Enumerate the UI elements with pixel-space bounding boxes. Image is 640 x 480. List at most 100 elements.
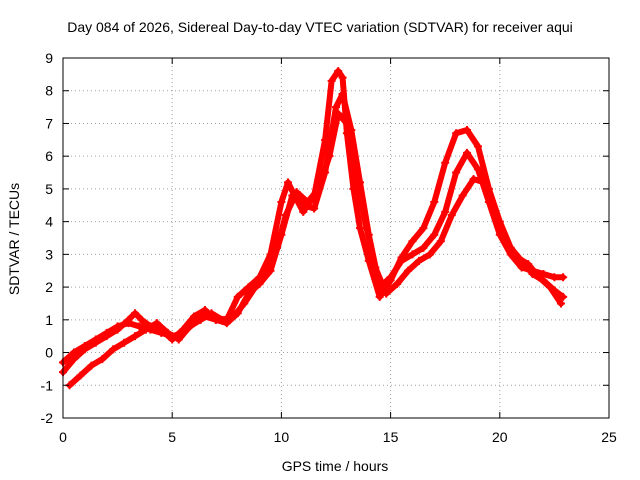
data-point-marker [124,319,133,328]
data-point-marker [524,260,533,269]
data-point-marker [262,270,271,278]
y-tick-label: 8 [45,83,53,99]
y-tick-label: 9 [45,50,53,66]
data-series [59,67,568,390]
data-point-marker [491,207,500,216]
data-point-marker [163,328,172,337]
data-point-marker [473,165,482,174]
y-tick-label: 7 [45,115,53,131]
data-point-marker [425,250,434,259]
x-tick-label: 15 [383,429,399,445]
data-point-marker [277,198,286,206]
data-point-marker [292,188,301,197]
data-point-marker [338,73,347,82]
y-tick-label: 1 [45,312,53,328]
y-tick-label: -1 [41,377,54,393]
data-point-marker [332,103,340,112]
data-point-marker [458,191,467,200]
y-tick-label: 5 [45,181,53,197]
y-tick-label: 3 [45,246,53,262]
data-point-marker [550,273,559,282]
data-point-marker [303,198,312,206]
y-tick-label: 6 [45,148,53,164]
chart-title: Day 084 of 2026, Sidereal Day-to-day VTE… [67,19,573,35]
data-point-marker [207,309,216,318]
data-point-marker [419,243,428,252]
data-point-marker [283,178,292,187]
data-point-marker [452,129,461,138]
data-point-marker [371,263,380,272]
data-point-marker [502,237,511,246]
data-point-marker [334,109,343,118]
data-point-marker [382,289,391,298]
data-point-marker [408,250,417,259]
axis-ticks: 0 5 10 15 20 25 -2 -1 0 1 2 3 4 5 6 7 8 9 [41,50,617,445]
data-point-marker [314,184,323,193]
data-point-marker [141,325,150,334]
data-point-marker [273,243,282,252]
data-point-marker [87,361,96,370]
data-point-marker [342,119,351,128]
data-point-marker [513,253,522,262]
series-line-track-2 [60,91,567,366]
data-point-marker [76,371,85,380]
y-axis-label: SDTVAR / TECUs [6,183,22,295]
data-point-marker [240,299,249,308]
data-point-marker [356,224,365,233]
data-point-marker [69,348,78,357]
x-tick-label: 10 [274,429,290,445]
data-point-marker [559,273,568,282]
data-point-marker [375,292,384,301]
data-point-marker [131,332,140,341]
data-point-marker [80,342,89,350]
data-point-marker [310,204,319,213]
data-point-marker [408,237,417,246]
data-point-marker [98,355,107,364]
data-point-marker [120,338,129,347]
data-point-marker [430,230,439,239]
data-point-marker [556,299,565,308]
x-axis-label: GPS time / hours [282,458,389,474]
x-tick-label: 5 [168,429,176,445]
series-line-track-1 [60,68,567,376]
x-tick-label: 20 [492,429,508,445]
data-point-marker [218,315,227,324]
data-point-marker [559,292,568,301]
plot-frame [62,57,610,419]
data-point-marker [325,152,334,161]
data-point-marker [397,256,406,265]
data-point-marker [404,266,413,275]
data-point-marker [546,283,555,292]
data-point-marker [360,214,369,223]
data-point-marker [414,256,423,265]
y-tick-label: 0 [45,345,53,361]
y-tick-label: -2 [41,410,54,426]
data-point-marker [196,315,205,324]
y-tick-label: 2 [45,279,53,295]
data-point-marker [351,165,360,174]
data-point-marker [473,142,482,151]
data-point-marker [113,322,122,331]
data-point-marker [480,178,489,187]
series-line-track-3 [66,110,564,389]
grid-lines [63,58,609,418]
data-point-marker [452,168,461,177]
data-point-marker [229,312,238,321]
data-point-marker [109,345,118,354]
data-point-marker [447,211,456,220]
data-point-marker [430,198,439,206]
data-point-marker [419,224,428,233]
data-point-marker [463,126,472,134]
data-point-marker [535,273,544,282]
data-point-marker [91,335,100,344]
data-point-marker [174,335,183,344]
data-point-marker [441,158,450,167]
x-tick-label: 25 [601,429,617,445]
data-point-marker [299,201,308,210]
data-point-marker [517,263,526,272]
data-point-marker [152,319,161,328]
data-point-marker [327,76,336,85]
y-tick-label: 4 [45,214,53,230]
data-point-marker [393,279,402,288]
